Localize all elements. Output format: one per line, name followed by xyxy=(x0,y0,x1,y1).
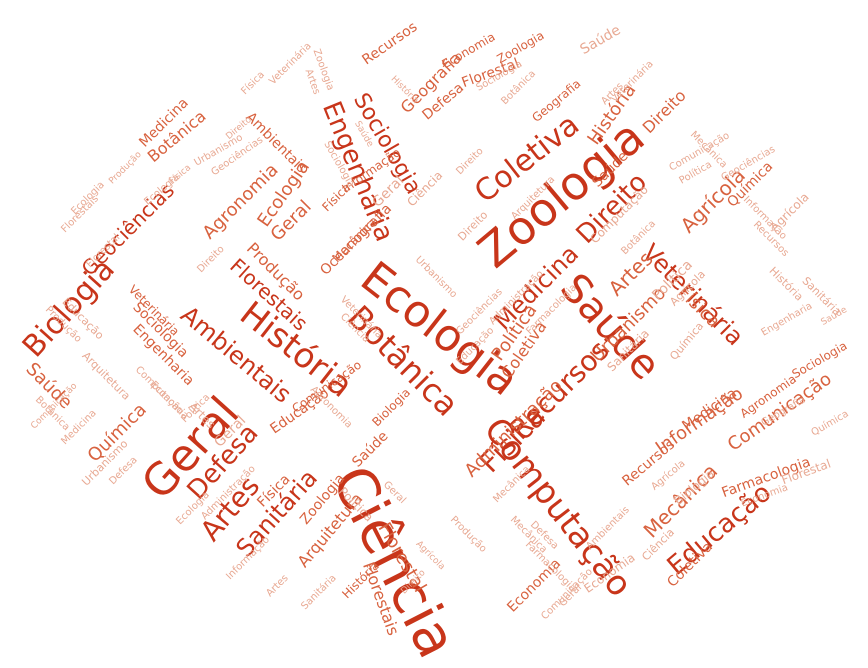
word-engenharia-2: Engenharia xyxy=(759,300,815,339)
word-saude-4: Saúde xyxy=(577,22,624,58)
word-quimica-4: Química xyxy=(809,408,851,439)
word-direito-3: Direito xyxy=(195,243,227,276)
word-quimica-3: Química xyxy=(667,319,707,363)
word-urbanismo-4: Produção xyxy=(107,149,144,187)
word-direito-2: Direito xyxy=(638,85,690,138)
word-sanitaria-4: Sanitária xyxy=(299,572,339,613)
word-arquitetura-2: Arquitetura xyxy=(79,349,133,403)
word-biologia-2: Biologia xyxy=(369,385,414,430)
word-zoologia-2: Zoologia xyxy=(494,28,547,67)
word-cloud: Ciência Zoologia Ecologia Saúde Geral Hi… xyxy=(16,18,851,668)
word-artes-3: Artes xyxy=(264,572,291,600)
word-fisica-5: Física xyxy=(167,162,194,187)
word-recursos: Recursos xyxy=(359,18,421,69)
word-urbanismo-3: Produção xyxy=(447,514,489,555)
word-fisica-4: Física xyxy=(239,69,267,98)
